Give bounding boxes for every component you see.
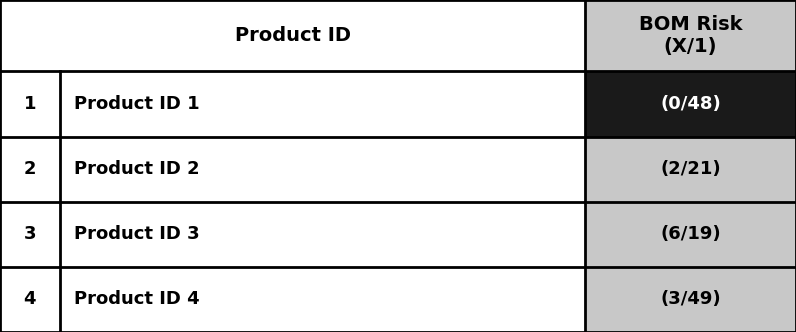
Bar — [0, 136, 60, 202]
Text: (2/21): (2/21) — [660, 160, 721, 178]
Text: Product ID 3: Product ID 3 — [74, 225, 200, 243]
Bar — [60, 136, 585, 202]
Text: (3/49): (3/49) — [660, 290, 721, 308]
Bar — [0, 267, 60, 332]
Text: Product ID: Product ID — [235, 26, 350, 45]
Text: 4: 4 — [24, 290, 36, 308]
Bar — [585, 202, 796, 267]
Bar — [60, 202, 585, 267]
Text: 3: 3 — [24, 225, 36, 243]
Bar — [585, 0, 796, 71]
Bar — [60, 71, 585, 136]
Text: Product ID 1: Product ID 1 — [74, 95, 200, 113]
Text: (0/48): (0/48) — [660, 95, 721, 113]
Text: Product ID 4: Product ID 4 — [74, 290, 200, 308]
Text: 1: 1 — [24, 95, 36, 113]
Bar — [60, 267, 585, 332]
Bar — [0, 71, 60, 136]
Text: Product ID 2: Product ID 2 — [74, 160, 200, 178]
Bar — [585, 71, 796, 136]
Text: (6/19): (6/19) — [660, 225, 721, 243]
Bar — [585, 136, 796, 202]
Bar — [585, 267, 796, 332]
Text: BOM Risk
(X/1): BOM Risk (X/1) — [638, 15, 743, 56]
Text: 2: 2 — [24, 160, 36, 178]
Bar — [0, 202, 60, 267]
Bar — [0, 0, 585, 71]
